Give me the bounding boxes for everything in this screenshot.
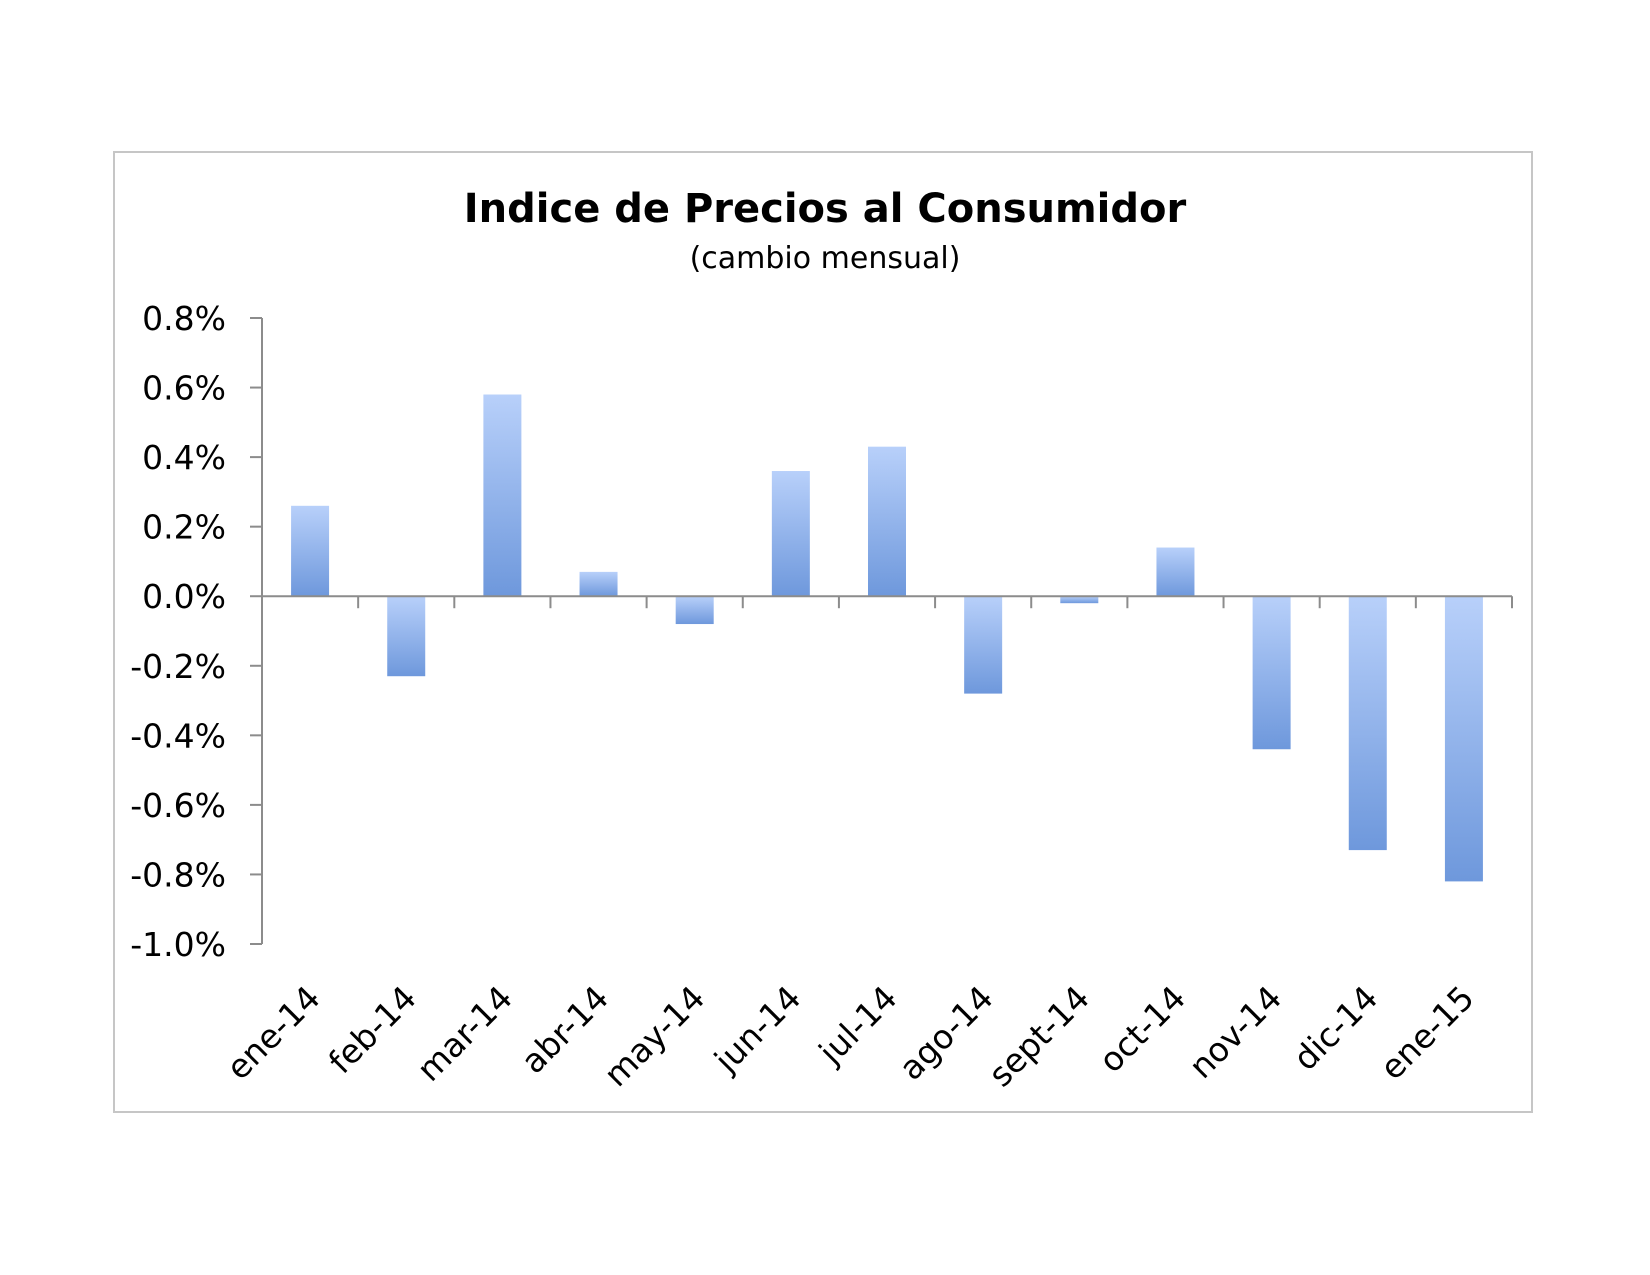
bar-ene-15 <box>1444 596 1483 882</box>
bars <box>291 394 1483 882</box>
chart-subtitle: (cambio mensual) <box>690 241 961 276</box>
x-tick-label: nov-14 <box>1181 978 1289 1086</box>
chart-frame <box>113 151 1533 1113</box>
y-tick-label: -0.2% <box>130 647 226 686</box>
bar-nov-14 <box>1252 596 1291 750</box>
y-tick-label: 0.6% <box>142 369 226 408</box>
y-tick-label: -1.0% <box>130 925 226 964</box>
y-axis: 0.8% 0.6% 0.4% 0.2% 0.0% -0.2% -0.4% -0.6% -0.8%… <box>130 299 263 964</box>
y-tick-label: 0.8% <box>142 299 226 338</box>
x-tick-label: may-14 <box>596 978 712 1094</box>
x-tick-label: sept-14 <box>981 978 1097 1094</box>
bar-abr-14 <box>579 571 618 597</box>
bar-oct-14 <box>1156 547 1195 597</box>
bar-jul-14 <box>868 446 906 597</box>
bar-sept-14 <box>1060 596 1099 604</box>
x-tick-label: ene-15 <box>1372 978 1481 1087</box>
y-tick-label: 0.0% <box>142 577 226 616</box>
y-tick-label: -0.4% <box>130 716 226 755</box>
x-tick-label: jun-14 <box>706 978 808 1080</box>
x-tick-label: ene-14 <box>219 978 328 1087</box>
bar-dic-14 <box>1348 596 1387 851</box>
bar-feb-14 <box>387 596 426 677</box>
y-tick-label: 0.4% <box>142 438 226 477</box>
bar-mar-14 <box>483 394 522 597</box>
bar-ene-14 <box>291 505 330 597</box>
x-tick-label: jul-14 <box>811 978 905 1072</box>
x-tick-label: mar-14 <box>409 978 520 1089</box>
bar-may-14 <box>675 596 714 625</box>
bar-ago-14 <box>964 596 1003 694</box>
bar-jun-14 <box>771 471 810 597</box>
chart-title: Indice de Precios al Consumidor <box>464 186 1187 232</box>
y-tick-label: -0.8% <box>130 855 226 894</box>
x-tick-label: dic-14 <box>1286 978 1386 1078</box>
y-tick-label: 0.2% <box>142 508 226 547</box>
x-tick-label: feb-14 <box>321 978 424 1081</box>
y-tick-label: -0.6% <box>130 786 226 825</box>
x-tick-label: oct-14 <box>1091 978 1193 1080</box>
